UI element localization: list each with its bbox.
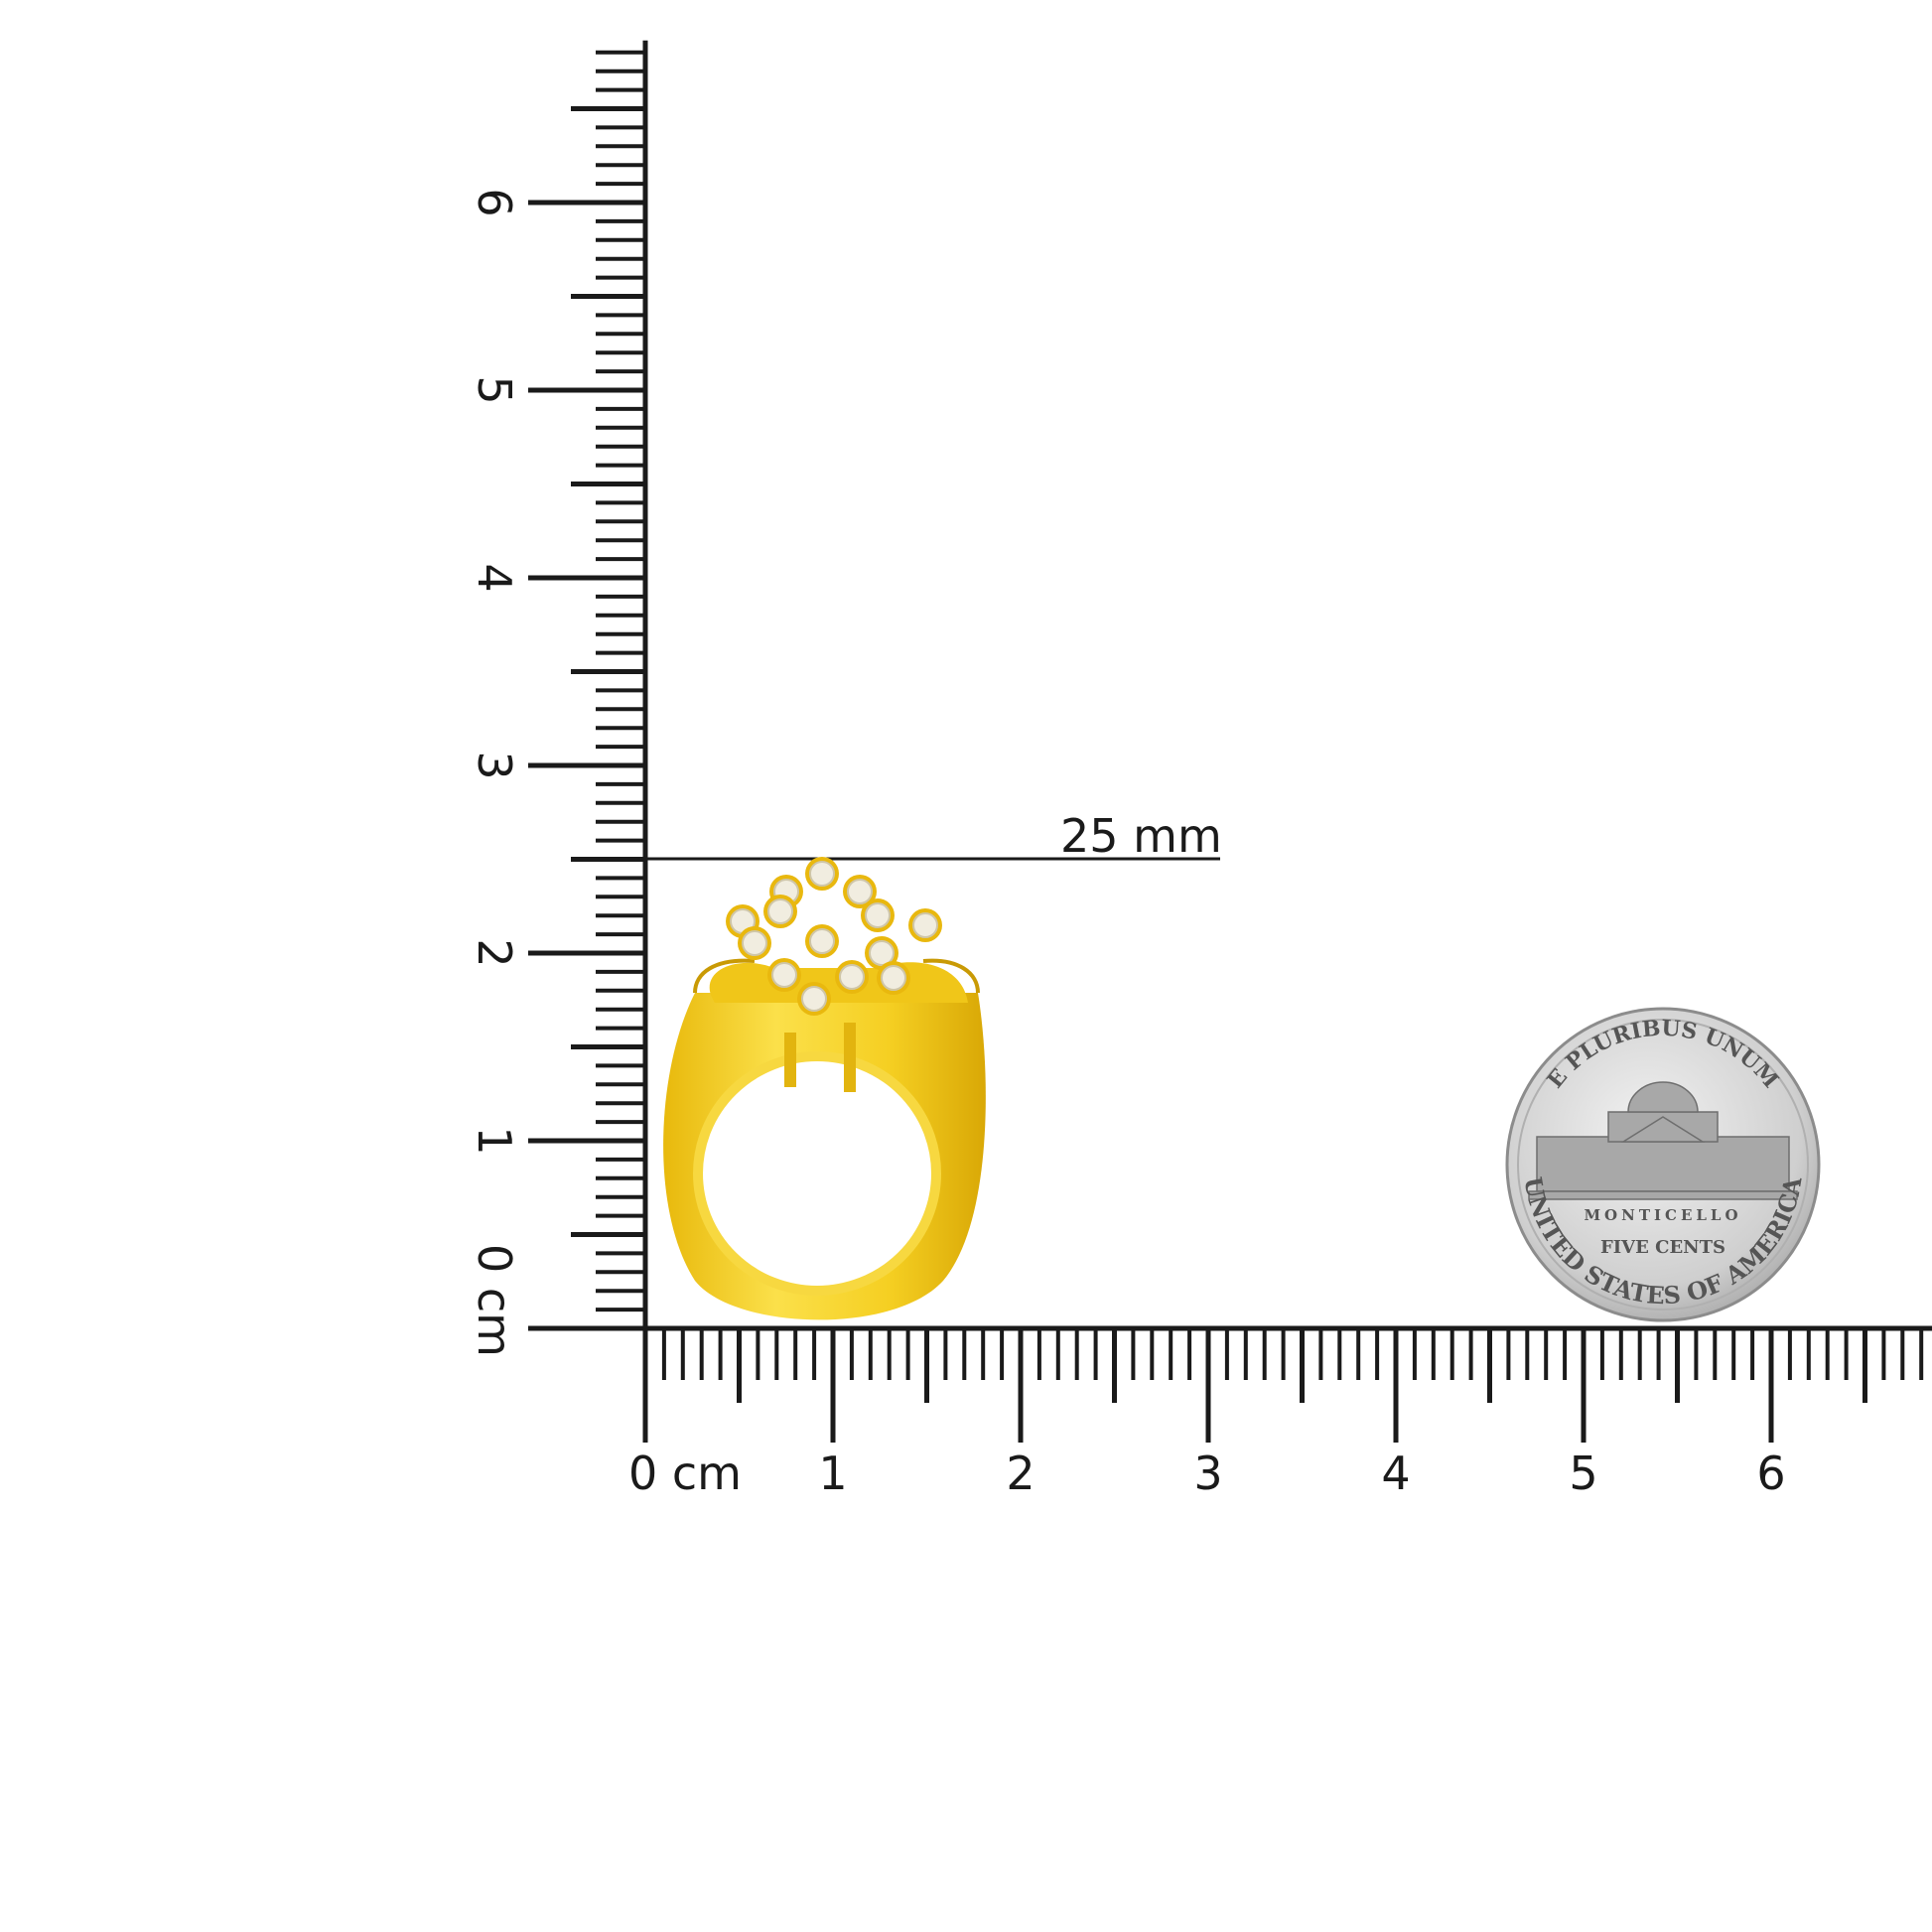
coin-denomination: FIVE CENTS — [1600, 1237, 1725, 1258]
diamond — [865, 902, 891, 928]
horizontal-ruler-label: 5 — [1569, 1447, 1597, 1500]
diamond — [881, 965, 906, 991]
diamond — [839, 964, 865, 990]
diamond — [809, 928, 835, 954]
diamond — [767, 898, 793, 924]
coin-building-text: MONTICELLO — [1584, 1206, 1741, 1224]
horizontal-ruler-label: 0 cm — [628, 1447, 742, 1500]
nickel-coin: E PLURIBUS UNUM MONTICELLO FIVE CENTS UN… — [1505, 1007, 1821, 1322]
diamond — [809, 861, 835, 887]
ring — [663, 857, 986, 1320]
vertical-ruler-label: 0 cm — [468, 1244, 521, 1357]
diamond-cluster — [726, 857, 942, 1016]
vertical-ruler-label: 2 — [468, 938, 521, 967]
vertical-ruler: 0 cm 1 2 3 4 5 6 — [468, 40, 648, 1357]
vertical-ruler-label: 6 — [468, 188, 521, 216]
horizontal-ruler-label: 1 — [818, 1447, 847, 1500]
horizontal-ruler-label: 4 — [1381, 1447, 1410, 1500]
measurement-label: 25 mm — [1060, 809, 1222, 863]
horizontal-ruler-label: 6 — [1756, 1447, 1785, 1500]
horizontal-ruler-label: 3 — [1193, 1447, 1222, 1500]
diamond — [869, 940, 895, 966]
vertical-ruler-label: 1 — [468, 1126, 521, 1155]
monticello-building-icon — [1528, 1081, 1798, 1200]
vertical-ruler-label: 3 — [468, 751, 521, 779]
diamond — [801, 986, 827, 1012]
vertical-ruler-label: 5 — [468, 375, 521, 404]
horizontal-ruler: 0 cm 1 2 3 4 5 6 — [528, 1325, 1932, 1500]
vertical-ruler-label: 4 — [468, 563, 521, 592]
diamond — [771, 962, 797, 988]
diamond — [912, 912, 938, 938]
diamond — [742, 930, 767, 956]
horizontal-ruler-label: 2 — [1006, 1447, 1035, 1500]
diamond — [847, 879, 873, 904]
